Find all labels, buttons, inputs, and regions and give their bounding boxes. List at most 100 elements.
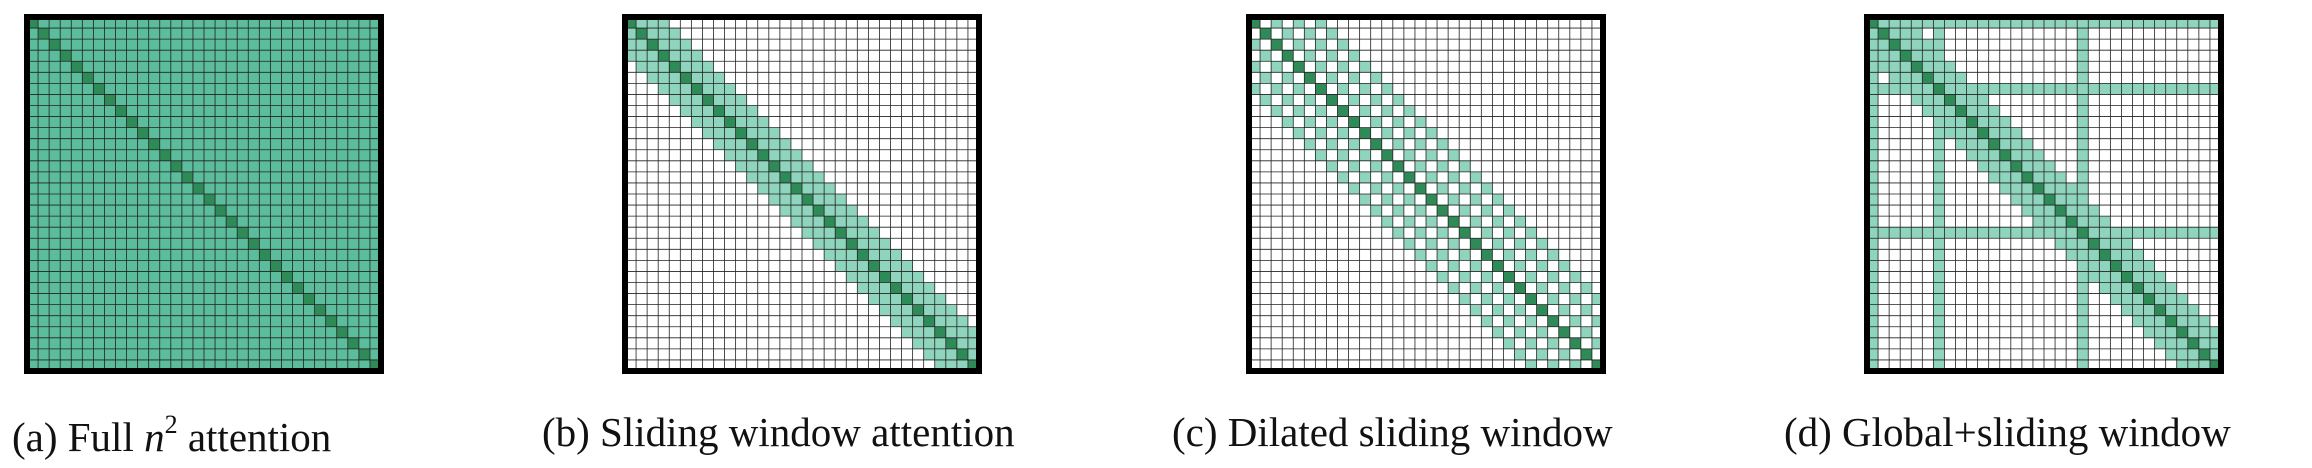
attention-cell <box>1547 359 1559 372</box>
attention-cell <box>248 94 260 106</box>
attention-cell <box>137 315 149 327</box>
attention-cell <box>912 315 924 327</box>
attention-cell <box>281 138 293 150</box>
attention-cell <box>259 149 271 161</box>
attention-cell <box>2143 83 2155 95</box>
attention-cell <box>281 149 293 161</box>
attention-cell <box>204 116 216 128</box>
attention-cell <box>93 94 105 106</box>
attention-cell <box>281 337 293 349</box>
attention-cell <box>38 171 50 183</box>
attention-cell <box>60 293 72 305</box>
attention-cell <box>1448 171 1460 183</box>
attention-cell <box>270 94 282 106</box>
attention-cell <box>724 138 736 150</box>
attention-cell <box>148 359 160 372</box>
attention-cell <box>1525 271 1537 283</box>
attention-cell <box>170 315 182 327</box>
attention-cell <box>336 293 348 305</box>
attention-cell <box>1337 39 1349 51</box>
diagonal-cell <box>1867 17 1879 29</box>
attention-cell <box>159 293 171 305</box>
attention-cell <box>1933 304 1945 316</box>
attention-cell <box>846 271 858 283</box>
attention-cell <box>358 282 370 294</box>
attention-cell <box>192 337 205 349</box>
attention-cell <box>226 194 238 206</box>
attention-cell <box>49 216 61 228</box>
attention-cell <box>325 293 337 305</box>
attention-cell <box>779 149 791 161</box>
attention-cell <box>2165 17 2177 29</box>
attention-cell <box>292 227 304 239</box>
attention-cell <box>945 326 957 338</box>
attention-cell <box>2077 61 2089 73</box>
attention-cell <box>1492 326 1504 338</box>
attention-cell <box>2209 17 2222 29</box>
attention-cell <box>846 227 858 239</box>
attention-cell <box>82 17 94 29</box>
attention-cell <box>347 138 359 150</box>
attention-cell <box>658 61 670 73</box>
attention-cell <box>292 105 304 117</box>
attention-cell <box>1403 127 1415 139</box>
attention-cell <box>226 359 238 372</box>
attention-cell <box>358 83 370 95</box>
attention-cell <box>1933 205 1945 217</box>
attention-cell <box>270 149 282 161</box>
attention-cell <box>292 160 304 172</box>
attention-cell <box>336 105 348 117</box>
attention-cell <box>336 249 348 261</box>
attention-cell <box>237 72 249 84</box>
attention-cell <box>226 293 238 305</box>
diagonal-cell <box>1977 127 1989 139</box>
attention-cell <box>148 249 160 261</box>
attention-cell <box>248 304 260 316</box>
diagonal-cell <box>1271 39 1283 51</box>
attention-cell <box>336 28 348 40</box>
attention-cell <box>49 359 61 372</box>
attention-cell <box>115 359 127 372</box>
attention-cell <box>2021 182 2033 195</box>
attention-cell <box>27 160 39 172</box>
attention-cell <box>38 205 50 217</box>
diagonal-cell <box>1536 304 1548 316</box>
attention-cell <box>60 238 72 250</box>
diagonal-cell <box>669 61 681 73</box>
attention-cell <box>60 116 72 128</box>
attention-cell <box>2077 315 2089 327</box>
attention-cell <box>2066 238 2078 250</box>
attention-cell <box>2143 304 2155 316</box>
attention-cell <box>347 160 359 172</box>
attention-cell <box>358 293 370 305</box>
attention-cell <box>1337 149 1349 161</box>
attention-cell <box>2010 171 2022 183</box>
attention-cell <box>1933 72 1945 84</box>
attention-cell <box>104 138 116 150</box>
attention-cell <box>226 348 238 360</box>
attention-cell <box>1933 138 1945 150</box>
attention-cell <box>967 337 980 349</box>
attention-cell <box>292 304 304 316</box>
attention-cell <box>259 337 271 349</box>
attention-cell <box>1867 315 1879 327</box>
attention-cell <box>248 28 260 40</box>
attention-cell <box>347 315 359 327</box>
attention-cell <box>148 348 160 360</box>
attention-cell <box>126 182 138 195</box>
attention-cell <box>658 28 670 40</box>
attention-cell <box>2165 348 2177 360</box>
attention-cell <box>1955 138 1967 150</box>
attention-cell <box>336 182 348 195</box>
attention-cell <box>314 238 326 250</box>
attention-cell <box>259 127 271 139</box>
attention-cell <box>170 238 182 250</box>
attention-cell <box>1944 105 1956 117</box>
attention-cell <box>181 94 193 106</box>
attention-cell <box>281 105 293 117</box>
attention-cell <box>226 271 238 283</box>
attention-cell <box>325 227 337 239</box>
attention-cell <box>1359 171 1371 183</box>
attention-cell <box>2066 205 2078 217</box>
attention-cell <box>226 61 238 73</box>
